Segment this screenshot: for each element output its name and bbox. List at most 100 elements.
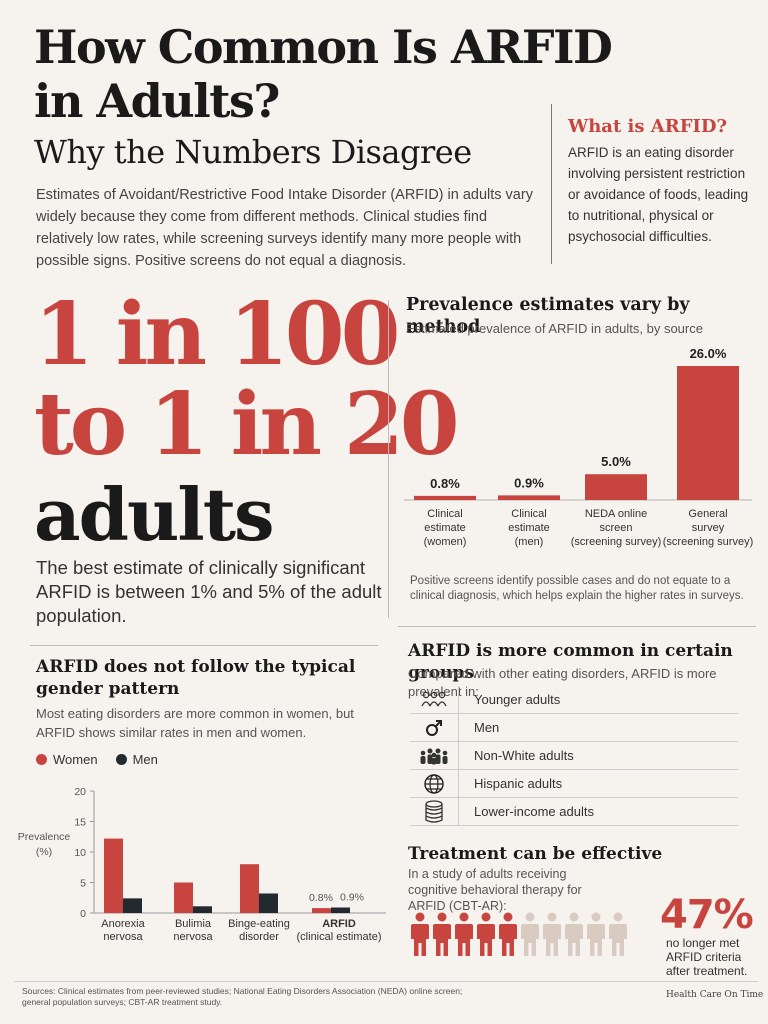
gender-category-label: (clinical estimate): [297, 931, 382, 943]
prevalence-category-label: estimate: [424, 522, 466, 534]
gender-category-label: nervosa: [103, 931, 143, 943]
prevalence-chart: 0.8% Clinical estimate (women) 0.9% Clinical e…: [404, 346, 753, 548]
gender-category-label: Binge-eating: [228, 918, 290, 930]
page-title-line2: in Adults?: [34, 74, 280, 128]
prevalence-value-label: 5.0%: [601, 454, 631, 469]
prevalence-bar: [414, 495, 476, 500]
groups-title: ARFID is more common in certain groups: [408, 641, 733, 683]
male-symbol-icon: [410, 718, 458, 738]
person-icon: [432, 912, 452, 960]
prevalence-category-label: (screening survey): [663, 536, 753, 548]
gender-bar-women: [312, 908, 331, 913]
legend-women-label: Women: [53, 752, 98, 767]
person-icon: [542, 912, 562, 960]
person-icon: [454, 912, 474, 960]
prevalence-category-label: (screening survey): [571, 536, 661, 548]
group-row: Hispanic adults: [410, 770, 738, 798]
group-label: Hispanic adults: [474, 776, 563, 791]
treatment-value: 47%: [660, 892, 754, 938]
what-is-divider: [551, 104, 552, 264]
gender-value-label: 0.9%: [340, 892, 364, 904]
gender-divider: [30, 645, 378, 646]
page-title-line1: How Common Is ARFID: [34, 20, 613, 74]
page-subtitle: Why the Numbers Disagree: [34, 133, 472, 171]
prevalence-category-label: survey: [692, 522, 725, 534]
gender-y-tick-label: 15: [74, 817, 86, 829]
prevalence-category-label: (women): [424, 536, 467, 548]
group-row: Men: [410, 714, 738, 742]
gender-legend: Women Men: [36, 752, 158, 767]
gender-bar-women: [240, 864, 259, 913]
gender-bar-women: [174, 882, 193, 913]
group-label: Younger adults: [474, 692, 561, 707]
legend-women-swatch: [36, 754, 47, 765]
gender-y-tick-label: 10: [74, 847, 86, 859]
gender-category-label: nervosa: [173, 931, 213, 943]
prevalence-title: Prevalence estimates vary by method: [406, 295, 690, 337]
people-group-icon: [410, 691, 458, 709]
prevalence-bar: [677, 366, 739, 500]
page-title: How Common Is ARFID in Adults?: [34, 20, 613, 128]
legend-men: Men: [115, 752, 158, 767]
person-icon: [498, 912, 518, 960]
crowd-icon: [410, 747, 458, 765]
gender-y-axis-label: Prevalence: [18, 831, 71, 843]
prevalence-value-label: 0.9%: [514, 475, 544, 490]
prevalence-bar: [585, 474, 647, 500]
prevalence-subtitle: Estimated prevalence of ARFID in adults,…: [406, 321, 703, 336]
prevalence-category-label: estimate: [508, 522, 550, 534]
gender-y-tick-label: 0: [80, 908, 86, 920]
gender-subtitle: Most eating disorders are more common in…: [36, 706, 354, 740]
gender-chart: 05101520Prevalence(%)AnorexianervosaBuli…: [18, 786, 386, 943]
treatment-subtitle: In a study of adults receiving cognitive…: [408, 867, 582, 913]
headline-line2: to 1 in 20: [34, 374, 460, 475]
gender-bar-men: [331, 907, 350, 913]
groups-icon-divider: [458, 686, 459, 826]
legend-men-swatch: [115, 754, 127, 765]
legend-men-label: Men: [132, 752, 158, 767]
gender-category-label: ARFID: [322, 918, 356, 930]
prevalence-value-label: 0.8%: [430, 476, 460, 491]
what-is-text: ARFID is an eating disorder involving pe…: [568, 145, 749, 244]
gender-value-label: 0.8%: [309, 892, 333, 904]
what-is-heading: What is ARFID?: [568, 116, 728, 137]
gender-bar-men: [123, 898, 142, 913]
treatment-icon-row: [410, 912, 650, 960]
person-icon: [476, 912, 496, 960]
treatment-value-text: no longer met ARFID criteria after treat…: [666, 936, 748, 978]
sources-text: Sources: Clinical estimates from peer-re…: [22, 986, 463, 1007]
prevalence-category-label: General: [688, 508, 727, 520]
group-label: Non-White adults: [474, 748, 574, 763]
prevalence-note: Positive screens identify possible cases…: [410, 575, 744, 602]
prevalence-category-label: screen: [599, 522, 632, 534]
headline-line1: 1 in 100: [34, 284, 400, 385]
person-icon: [586, 912, 606, 960]
footer-divider: [14, 981, 758, 982]
group-row: Lower-income adults: [410, 798, 738, 826]
prevalence-category-label: Clinical: [427, 508, 462, 520]
prevalence-bar: [498, 495, 560, 500]
headline-caption: The best estimate of clinically signific…: [36, 557, 382, 626]
gender-category-label: disorder: [239, 931, 279, 943]
group-row: Non-White adults: [410, 742, 738, 770]
group-label: Lower-income adults: [474, 804, 594, 819]
person-icon: [564, 912, 584, 960]
brand-name: Health Care On Time: [666, 990, 764, 1000]
prevalence-divider: [388, 300, 389, 618]
groups-divider: [398, 626, 756, 627]
gender-bar-men: [193, 906, 212, 913]
person-icon: [520, 912, 540, 960]
treatment-title: Treatment can be effective: [408, 844, 663, 864]
person-icon: [410, 912, 430, 960]
coins-icon: [410, 799, 458, 824]
gender-category-label: Bulimia: [175, 918, 212, 930]
prevalence-value-label: 26.0%: [690, 346, 727, 361]
groups-subtitle: Compared with other eating disorders, AR…: [408, 666, 717, 699]
prevalence-category-label: (men): [515, 536, 544, 548]
gender-y-axis-label: (%): [36, 846, 52, 858]
person-icon: [608, 912, 628, 960]
group-label: Men: [474, 720, 500, 735]
prevalence-category-label: NEDA online: [585, 508, 647, 520]
group-row: Younger adults: [410, 686, 738, 714]
gender-bar-women: [104, 838, 123, 913]
